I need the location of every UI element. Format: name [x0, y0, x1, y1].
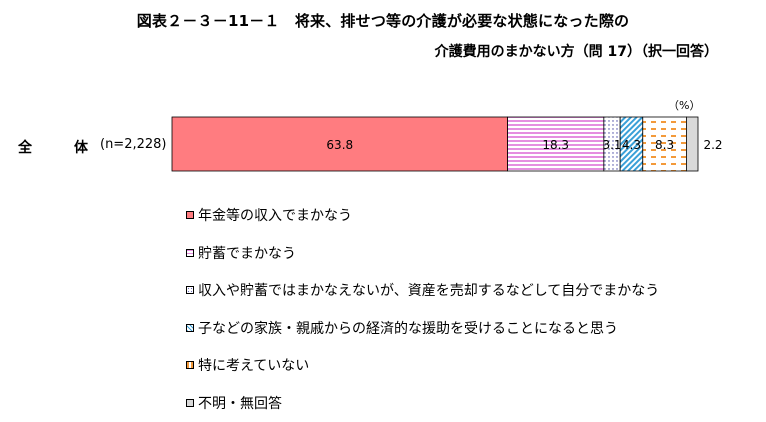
chart-title-line1: 図表２－３－11－１ 将来、排せつ等の介護が必要な状態になった際の [136, 12, 630, 30]
row-label: 全 体 [18, 140, 102, 156]
data-label-2: 18.3 [542, 138, 569, 152]
data-label-5: 8.3 [655, 138, 674, 152]
legend-item-6: 不明・無回答 [186, 393, 282, 413]
legend-label: 不明・無回答 [198, 395, 282, 412]
legend-swatch [186, 286, 194, 294]
legend-swatch [186, 248, 194, 257]
legend-label: 特に考えていない [198, 358, 310, 374]
bar-segment-5 [642, 116, 687, 172]
row-sample-size: (n=2,228) [100, 137, 167, 152]
legend-item-5: 特に考えていない [186, 355, 309, 375]
legend-item-1: 年金等の収入でまかなう [186, 205, 352, 225]
unit-label: （%） [668, 99, 701, 112]
stacked-bar-chart: 63.8 18.3 3.1 4.3 8.3 2.2 [171, 116, 723, 172]
legend-swatch [186, 398, 194, 407]
legend-item-3: 収入や貯蓄ではまかなえないが、資産を売却するなどして自分でまかなう [186, 280, 659, 300]
legend-swatch [186, 361, 194, 369]
legend-swatch [186, 211, 194, 219]
legend-label: 年金等の収入でまかなう [198, 208, 352, 224]
bar-segment-6 [686, 116, 699, 172]
legend-label: 子などの家族・親戚からの経済的な援助を受けることになると思う [198, 320, 618, 337]
bar-segment-1 [171, 116, 508, 172]
legend-label: 貯蓄でまかなう [198, 245, 296, 262]
data-label-3: 3.1 [602, 138, 621, 152]
legend-label: 収入や貯蓄ではまかなえないが、資産を売却するなどして自分でまかなう [198, 283, 660, 299]
legend-item-2: 貯蓄でまかなう [186, 243, 296, 263]
legend-swatch [186, 323, 194, 332]
chart-title-line2: 介護費用のまかない方（問 17）（択一回答） [434, 44, 718, 60]
bar-segment-2 [507, 116, 605, 172]
legend-item-4: 子などの家族・親戚からの経済的な援助を受けることになると思う [186, 318, 618, 338]
data-label-4: 4.3 [622, 138, 641, 152]
data-label-6: 2.2 [703, 138, 722, 152]
data-label-1: 63.8 [326, 138, 353, 152]
